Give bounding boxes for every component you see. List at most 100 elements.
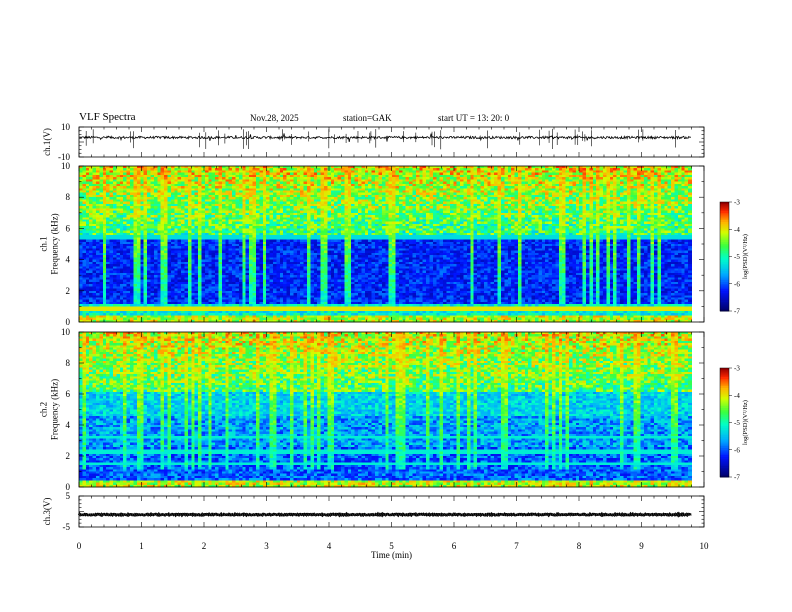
spectrogram-cell — [289, 310, 294, 314]
spectrogram-cell — [255, 252, 260, 256]
waveform-spikes — [85, 128, 676, 150]
spectrogram-cell — [208, 179, 213, 182]
spectrogram-cell — [232, 275, 236, 278]
spectrogram-cell — [208, 295, 213, 298]
spectrogram-cell — [184, 315, 189, 318]
spectrogram-cell — [269, 170, 274, 173]
spectrogram-cell — [82, 259, 87, 263]
spectrogram-cell — [201, 304, 206, 307]
spectrogram-cell — [177, 241, 182, 245]
spectrogram-cell — [85, 170, 90, 173]
spectrogram-cell — [194, 288, 199, 292]
spectrogram-cell — [109, 304, 114, 307]
spectrogram-cell — [191, 237, 195, 240]
spectrogram-cell — [160, 284, 165, 287]
spectrogram-cell — [79, 279, 83, 283]
spectrogram-cell — [174, 266, 178, 269]
spectrogram-cell — [170, 194, 175, 198]
spectrogram-cell — [310, 270, 315, 274]
spectrogram-cell — [293, 268, 298, 272]
spectrogram-cell — [293, 259, 298, 263]
spectrogram-cell — [187, 277, 192, 280]
spectrogram-cell — [147, 268, 151, 272]
spectrogram-cell — [245, 252, 250, 256]
spectrogram-cell — [170, 270, 175, 274]
spectrogram-cell — [259, 290, 264, 294]
spectrogram-cell — [116, 295, 121, 298]
spectrogram-cell — [184, 252, 189, 256]
spectrogram-cell — [238, 313, 243, 316]
spectrogram-cell — [276, 293, 281, 296]
spectrogram-cell — [300, 241, 304, 245]
spectrogram-cell — [119, 295, 124, 298]
spectrogram-cell — [99, 259, 104, 263]
spectrogram-cell — [266, 174, 270, 178]
spectrogram-cell — [143, 226, 148, 229]
spectrogram-cell — [160, 217, 165, 220]
spectrogram-cell — [85, 206, 90, 209]
spectrogram-cell — [266, 266, 270, 269]
spectrogram-cell — [89, 177, 93, 180]
spectrogram-cell — [119, 304, 124, 307]
spectrogram-cell — [147, 206, 151, 209]
spectrogram-cell — [167, 288, 172, 292]
spectrogram-cell — [310, 288, 315, 292]
spectrogram-cell — [255, 235, 260, 238]
spectrogram-cell — [293, 192, 298, 196]
spectrogram-cell — [276, 199, 281, 202]
spectrogram-cell — [126, 279, 131, 283]
spectrogram-cell — [293, 230, 298, 234]
spectrogram-cell — [276, 226, 281, 229]
spectrogram-cell — [252, 261, 257, 265]
spectrogram-cell — [102, 235, 107, 238]
spectrogram-cell — [167, 301, 172, 305]
spectrogram-cell — [109, 257, 114, 260]
spectrogram-cell — [116, 223, 121, 227]
spectrogram-cell — [174, 206, 178, 209]
spectrogram-cell — [164, 250, 168, 254]
spectrogram-cell — [160, 239, 165, 243]
spectrogram-cell — [106, 232, 110, 236]
spectrogram-cell — [106, 270, 110, 274]
spectrogram-cell — [266, 257, 270, 260]
spectrogram-cell — [238, 244, 243, 247]
spectrogram-cell — [194, 208, 199, 211]
spectrogram-cell — [181, 319, 185, 323]
spectrogram-cell — [228, 166, 233, 169]
spectrogram-cell — [218, 228, 223, 231]
spectrogram-cell — [198, 190, 202, 194]
spectrogram-cell — [119, 241, 124, 245]
spectrogram-cell — [255, 301, 260, 305]
spectrogram-cell — [303, 215, 308, 218]
spectrogram-cell — [79, 188, 83, 191]
spectrogram-cell — [119, 313, 124, 316]
spectrogram-cell — [249, 275, 253, 278]
spectrogram-cell — [99, 281, 104, 285]
spectrogram-cell — [293, 232, 298, 236]
spectrogram-cell — [85, 197, 90, 200]
spectrogram-cell — [279, 215, 284, 218]
spectrogram-cell — [310, 295, 315, 298]
spectrogram-cell — [92, 179, 97, 182]
spectrogram-cell — [167, 206, 172, 209]
spectrogram-cell — [228, 281, 233, 285]
spectrogram-cell — [293, 201, 298, 205]
spectrogram-cell — [143, 315, 148, 318]
spectrogram-cell — [215, 252, 219, 256]
spectrogram-cell — [150, 210, 155, 214]
spectrogram-cell — [184, 250, 189, 254]
spectrogram-cell — [187, 188, 192, 191]
spectrogram-cell — [262, 197, 267, 200]
spectrogram-cell — [136, 237, 141, 240]
spectrogram-cell — [181, 223, 185, 227]
spectrogram-cell — [130, 190, 134, 194]
spectrogram-cell — [126, 172, 131, 176]
spectrogram-cell — [296, 313, 301, 316]
spectrogram-cell — [300, 177, 304, 180]
spectrogram-cell — [204, 208, 209, 211]
spectrogram-cell — [116, 181, 121, 185]
spectrogram-cell — [218, 299, 223, 303]
spectrogram-cell — [130, 241, 134, 245]
spectrogram-cell — [303, 268, 308, 272]
spectrogram-cell — [184, 295, 189, 298]
